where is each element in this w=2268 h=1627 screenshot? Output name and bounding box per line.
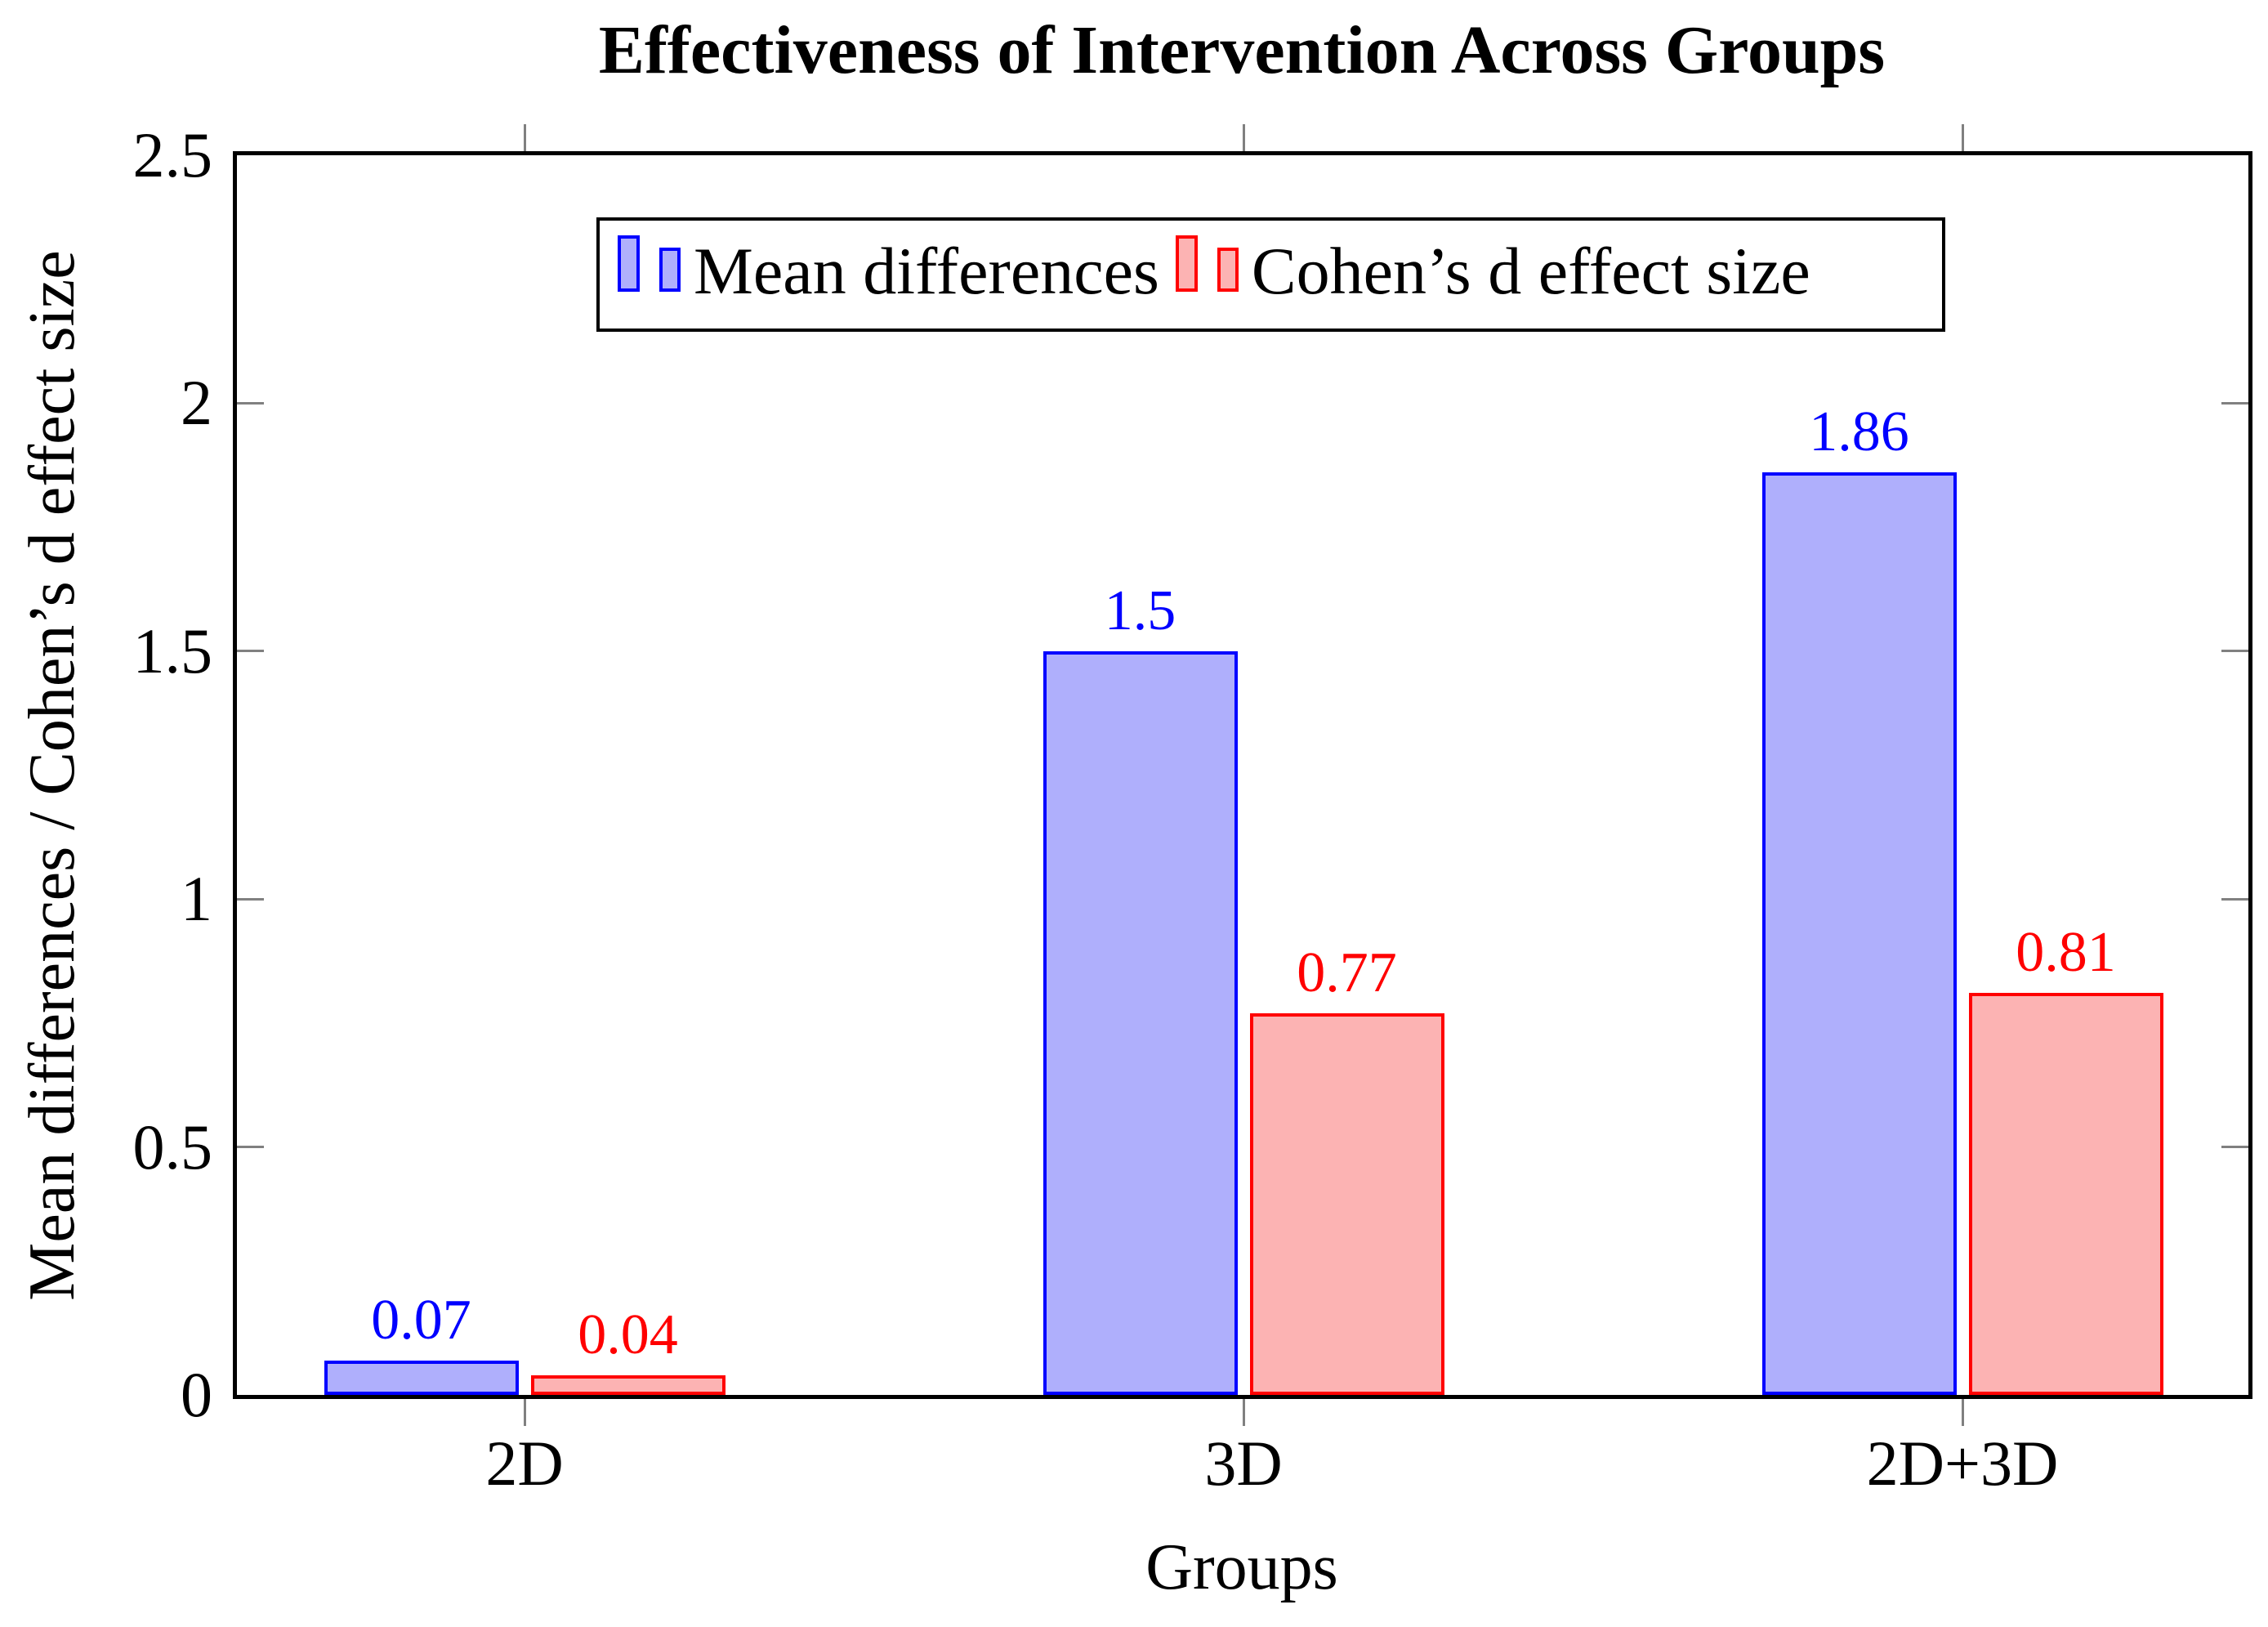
y-tick-label: 0 [181, 1359, 212, 1430]
y-tick-label: 0.5 [132, 1111, 213, 1182]
y-tick-label: 2.5 [132, 119, 213, 190]
bar-2D-series0 [324, 1361, 519, 1395]
bar-2D+3D-series1 [1968, 993, 2163, 1395]
value-label: 0.77 [1297, 941, 1397, 1004]
x-tick-top [523, 124, 526, 151]
x-tick-bottom [1961, 1399, 1964, 1426]
bar-3D-series0 [1042, 651, 1238, 1395]
legend-glyph-bar [1217, 248, 1239, 292]
value-label: 0.07 [371, 1289, 471, 1352]
x-tick-bottom [523, 1399, 526, 1426]
legend-label: Mean differences [694, 234, 1159, 308]
legend-glyph-bar [618, 235, 640, 292]
value-label: 0.81 [2016, 921, 2116, 984]
x-tick-top [1242, 124, 1245, 151]
y-tick-left [237, 1146, 264, 1149]
legend-entry-series1: Cohen’s d effect size [1175, 234, 1810, 308]
x-tick-label: 2D+3D [1866, 1428, 2059, 1499]
bar-2D+3D-series0 [1761, 472, 1957, 1395]
y-tick-label: 1.5 [132, 615, 213, 686]
value-label: 1.86 [1809, 400, 1909, 463]
value-label: 1.5 [1104, 579, 1176, 642]
x-axis-label: Groups [1145, 1531, 1338, 1603]
legend-glyph-bar [1175, 235, 1198, 292]
legend-bar-glyph [1175, 235, 1239, 292]
x-tick-bottom [1242, 1399, 1245, 1426]
y-tick-label: 1 [181, 863, 212, 935]
value-label: 0.04 [578, 1303, 678, 1366]
bar-3D-series1 [1249, 1013, 1444, 1395]
legend-bar-glyph [618, 235, 681, 292]
y-tick-left [237, 897, 264, 901]
plot-frame [233, 151, 2252, 1399]
y-tick-label: 2 [181, 367, 212, 439]
y-tick-left [237, 401, 264, 405]
y-tick-left [237, 650, 264, 653]
legend: Mean differences Cohen’s d effect size [596, 217, 1945, 332]
bar-2D-series1 [530, 1375, 725, 1395]
x-tick-label: 2D [485, 1428, 564, 1499]
x-tick-top [1961, 124, 1964, 151]
legend-glyph-bar [659, 248, 681, 292]
legend-label: Cohen’s d effect size [1251, 234, 1810, 308]
plot-area: 0.07 1.5 1.86 0.04 0.77 0.81 [237, 155, 2248, 1395]
y-tick-right [2221, 1146, 2248, 1149]
y-tick-right [2221, 401, 2248, 405]
legend-entry-series0: Mean differences [618, 235, 1159, 305]
y-tick-right [2221, 650, 2248, 653]
y-tick-right [2221, 897, 2248, 901]
x-tick-label: 3D [1204, 1428, 1283, 1499]
chart-title: Effectiveness of Intervention Across Gro… [598, 12, 1886, 88]
